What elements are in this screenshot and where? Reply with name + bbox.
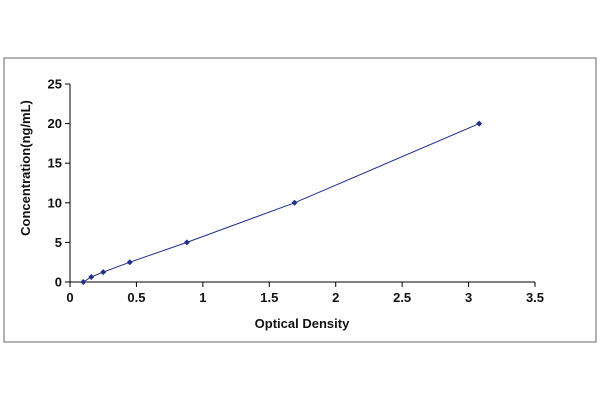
- data-point: [100, 269, 107, 276]
- y-tick-label: 0: [55, 275, 62, 290]
- x-axis-ticks: 0 0.5 1 1.5 2 2.5 3 3.5: [66, 282, 544, 305]
- data-point: [126, 259, 133, 266]
- data-point: [476, 120, 483, 127]
- y-tick-label: 20: [48, 116, 62, 131]
- data-point: [80, 279, 87, 285]
- series-layer: [80, 120, 483, 285]
- x-tick-label: 2.5: [393, 290, 411, 305]
- x-tick-label: 2: [332, 290, 339, 305]
- data-point: [291, 199, 298, 206]
- x-tick-label: 3: [465, 290, 472, 305]
- y-axis-title: Concentration(ng/mL): [18, 100, 33, 236]
- x-tick-label: 3.5: [526, 290, 544, 305]
- y-tick-label: 5: [55, 235, 62, 250]
- x-tick-label: 0: [66, 290, 73, 305]
- y-tick-label: 15: [48, 156, 62, 171]
- y-tick-label: 10: [48, 195, 62, 210]
- x-tick-label: 0.5: [127, 290, 145, 305]
- fit-curve: [83, 123, 480, 283]
- chart-frame: [3, 57, 597, 343]
- y-axis-ticks: 0 5 10 15 20 25: [48, 77, 70, 290]
- data-point: [183, 239, 190, 246]
- data-point: [88, 274, 95, 281]
- x-tick-label: 1: [199, 290, 206, 305]
- y-tick-label: 25: [48, 77, 62, 92]
- x-tick-label: 1.5: [260, 290, 278, 305]
- x-axis-title: Optical Density: [255, 316, 350, 331]
